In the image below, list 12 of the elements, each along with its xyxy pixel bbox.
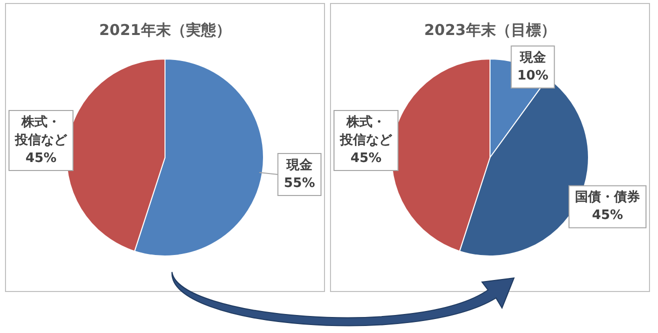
slice-label: 株式・投信など — [14, 114, 68, 148]
data-label: 10% — [517, 68, 548, 84]
data-label: 45% — [350, 150, 382, 166]
slice-label: 国債・債券 — [575, 190, 640, 206]
chart-title: 2021年末（実態） — [99, 20, 231, 39]
slice-label: 現金 — [285, 158, 314, 173]
data-label: 55% — [284, 176, 316, 191]
chart-title: 2023年末（目標） — [424, 20, 556, 39]
data-label: 45% — [25, 150, 57, 166]
slice-label: 現金 — [518, 50, 547, 66]
data-label: 45% — [592, 208, 624, 224]
slice-label: 株式・投信など — [339, 114, 393, 148]
